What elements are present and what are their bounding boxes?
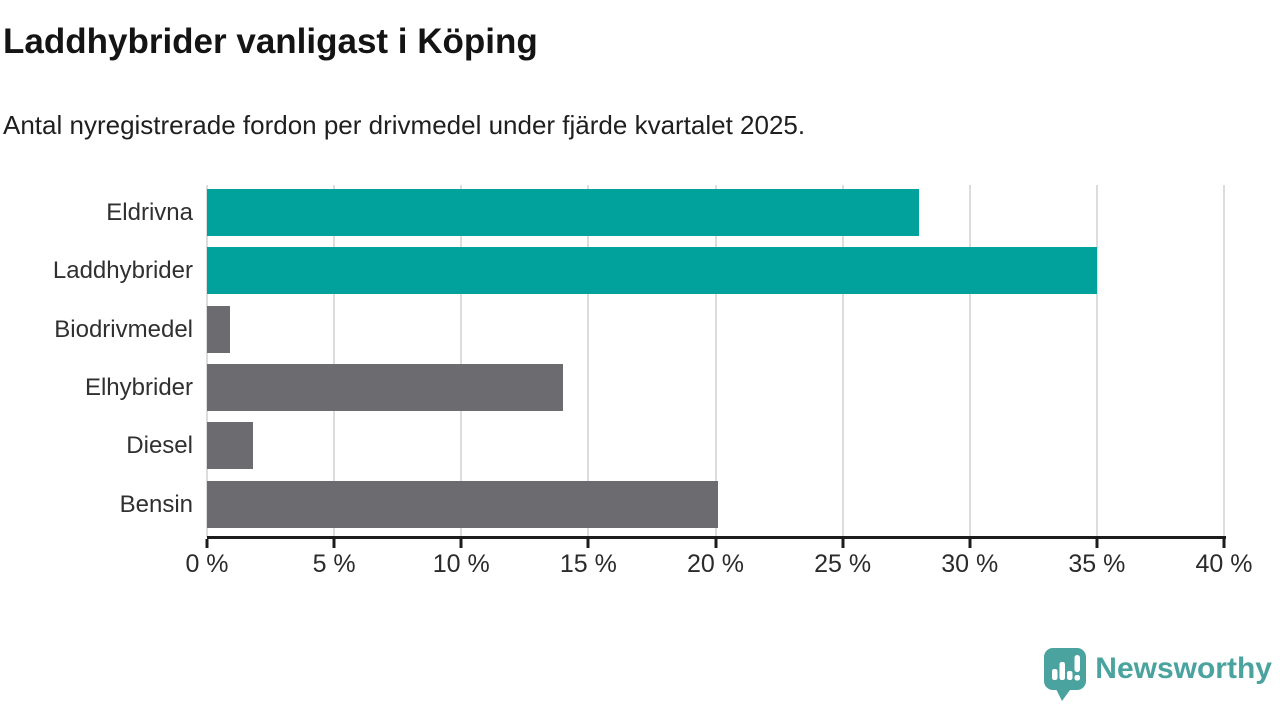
gridline-0 <box>206 185 208 537</box>
x-tick-30 <box>968 539 972 548</box>
category-label-laddhybrider: Laddhybrider <box>52 257 193 285</box>
chart-subtitle: Antal nyregistrerade fordon per drivmede… <box>3 110 806 140</box>
x-tick-5 <box>332 539 336 548</box>
x-tick-label-40: 40 % <box>1195 550 1253 578</box>
x-tick-label-20: 20 % <box>687 550 744 578</box>
x-tick-0 <box>205 539 209 548</box>
bar-bensin <box>207 480 719 528</box>
gridline-25 <box>841 185 844 537</box>
x-tick-label-25: 25 % <box>814 550 872 578</box>
x-tick-label-35: 35 % <box>1068 550 1126 578</box>
gridline-40 <box>1223 185 1225 537</box>
newsworthy-logo-icon <box>1044 648 1087 706</box>
x-axis-ticks <box>205 539 1226 549</box>
x-tick-label-30: 30 % <box>941 550 999 578</box>
plot-area <box>206 185 1225 537</box>
gridline-15 <box>587 185 590 537</box>
bar-eldrivna <box>207 189 919 236</box>
bar-biodrivmedel <box>207 305 230 353</box>
category-label-bensin: Bensin <box>119 490 193 518</box>
x-tick-40 <box>1222 539 1226 548</box>
category-label-biodrivmedel: Biodrivmedel <box>54 315 193 343</box>
gridline-30 <box>968 185 971 537</box>
x-tick-10 <box>459 539 463 548</box>
category-label-diesel: Diesel <box>126 432 193 460</box>
x-tick-label-15: 15 % <box>559 550 617 578</box>
category-label-elhybrider: Elhybrider <box>84 373 193 401</box>
gridline-35 <box>1095 185 1098 537</box>
x-tick-15 <box>586 539 590 548</box>
newsworthy-logo-text: Newsworthy <box>1095 652 1272 685</box>
x-tick-label-5: 5 % <box>312 550 356 578</box>
x-tick-25 <box>841 539 845 548</box>
x-tick-label-10: 10 % <box>432 550 490 578</box>
x-axis-tick-labels: 0 % 5 % 10 % 15 % 20 % 25 % 30 % 35 % 40 % <box>185 550 1252 582</box>
newsworthy-logo: Newsworthy <box>1044 648 1272 706</box>
x-tick-label-0: 0 % <box>185 550 229 578</box>
gridline-20 <box>714 185 717 537</box>
x-tick-35 <box>1095 539 1099 548</box>
x-axis-line <box>207 536 1226 539</box>
category-label-eldrivna: Eldrivna <box>106 199 193 226</box>
gridline-10 <box>460 185 463 537</box>
category-axis-labels: Eldrivna Laddhybrider Biodrivmedel Elhybrid… <box>0 185 193 537</box>
bar-elhybrider <box>207 363 563 411</box>
bar-laddhybrider <box>207 247 1097 295</box>
bar-diesel <box>207 422 253 470</box>
gridline-5 <box>333 185 336 537</box>
chart-title: Laddhybrider vanligast i Köping <box>3 22 538 61</box>
x-tick-20 <box>714 539 717 548</box>
